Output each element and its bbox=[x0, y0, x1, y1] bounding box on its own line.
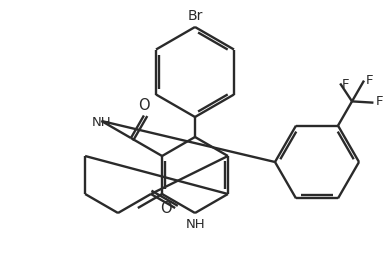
Text: O: O bbox=[161, 201, 172, 215]
Text: NH: NH bbox=[186, 218, 206, 231]
Text: O: O bbox=[138, 99, 150, 113]
Text: NH: NH bbox=[92, 116, 111, 128]
Text: Br: Br bbox=[187, 9, 203, 23]
Text: F: F bbox=[366, 74, 373, 87]
Text: F: F bbox=[342, 78, 350, 91]
Text: F: F bbox=[375, 95, 383, 108]
